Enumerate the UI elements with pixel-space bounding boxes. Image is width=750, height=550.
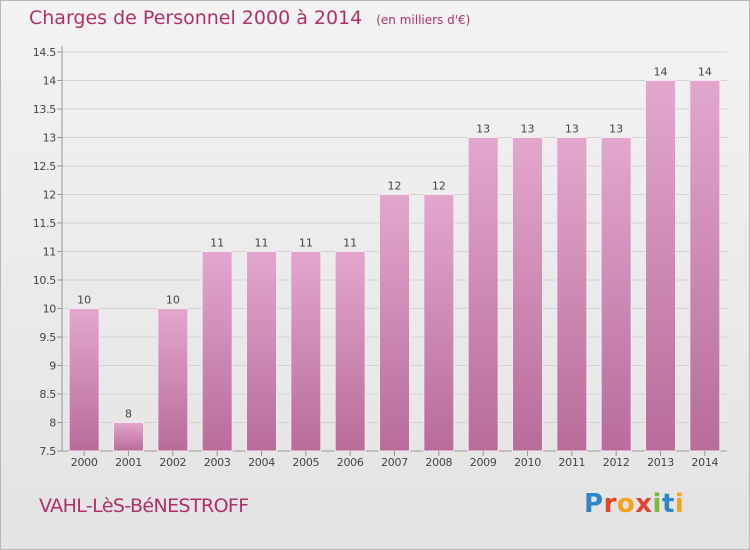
bar-2006[interactable] [334,251,366,452]
bar-2003[interactable] [201,251,233,452]
y-tick-label: 8 [49,417,56,430]
data-label: 13 [521,123,535,136]
data-label: 12 [388,180,402,193]
bar-2004[interactable] [246,251,277,452]
x-tick-label: 2000 [71,456,98,469]
data-label: 14 [698,66,712,79]
data-label: 13 [565,123,579,136]
data-label: 11 [299,237,313,250]
bar-2012[interactable] [600,137,632,452]
x-tick-label: 2001 [115,456,142,469]
x-tick-label: 2002 [159,456,186,469]
y-tick-labels: 7.5 8 8.5 9 9.5 10 10.5 11 11.5 12 12.5 13 13.5 14 14.… [33,46,62,458]
x-tick-label: 2005 [292,456,319,469]
x-tick-label: 2007 [381,456,408,469]
x-tick-label: 2004 [248,456,275,469]
bar-2008[interactable] [423,194,455,452]
x-tick-label: 2006 [337,456,364,469]
data-label: 13 [609,123,623,136]
bar-2013[interactable] [645,80,676,452]
data-label: 11 [255,237,269,250]
data-label: 12 [432,180,446,193]
chart-subtitle: (en milliers d'€) [376,13,471,27]
bar-2005[interactable] [290,251,322,452]
y-tick-label: 7.5 [39,445,56,458]
y-tick-label: 11.5 [33,217,57,230]
bar-2009[interactable] [467,137,499,452]
proxiti-logo[interactable]: Proxiti [584,489,685,519]
data-label: 11 [210,237,224,250]
y-tick-label: 10 [43,303,57,316]
x-tick-label: 2011 [558,456,585,469]
y-tick-label: 13.5 [33,103,57,116]
bar-2002[interactable] [157,308,189,452]
y-tick-label: 9 [49,360,56,373]
data-label: 11 [343,237,357,250]
x-tick-label: 2008 [425,456,452,469]
municipality-name: VAHL-LèS-BéNESTROFF [39,495,249,517]
bar-2000[interactable] [68,308,100,452]
data-label: 10 [77,294,91,307]
bars [68,80,721,452]
x-tick-label: 2003 [204,456,231,469]
data-label: 13 [476,123,490,136]
bar-2001[interactable] [113,422,144,452]
bar-2007[interactable] [379,194,410,452]
chart-title: Charges de Personnel 2000 à 2014 (en mill… [29,7,470,29]
x-tick-labels: 2000 2001 2002 2003 2004 2005 2006 2007 2008 2009… [71,451,719,469]
data-label: 10 [166,294,180,307]
y-tick-label: 12.5 [33,160,57,173]
y-tick-label: 14 [43,75,57,88]
y-tick-label: 9.5 [39,331,56,344]
x-tick-label: 2013 [647,456,674,469]
y-tick-label: 10.5 [33,274,57,287]
bar-2014[interactable] [689,80,721,452]
y-tick-label: 13 [43,132,57,145]
data-label: 14 [654,66,668,79]
x-tick-label: 2014 [691,456,718,469]
x-tick-label: 2009 [470,456,497,469]
bar-2010[interactable] [512,137,543,452]
y-tick-label: 12 [43,189,56,202]
x-tick-label: 2010 [514,456,541,469]
chart-title-text: Charges de Personnel 2000 à 2014 [29,7,363,29]
y-tick-label: 14.5 [33,46,57,59]
data-label: 8 [125,408,132,421]
y-tick-label: 11 [43,246,56,259]
bar-2011[interactable] [556,137,588,452]
value-labels: 10 8 10 11 11 11 11 12 12 13 13 13 13 14 14 [77,66,712,421]
y-tick-label: 8.5 [39,388,56,401]
x-tick-label: 2012 [603,456,630,469]
